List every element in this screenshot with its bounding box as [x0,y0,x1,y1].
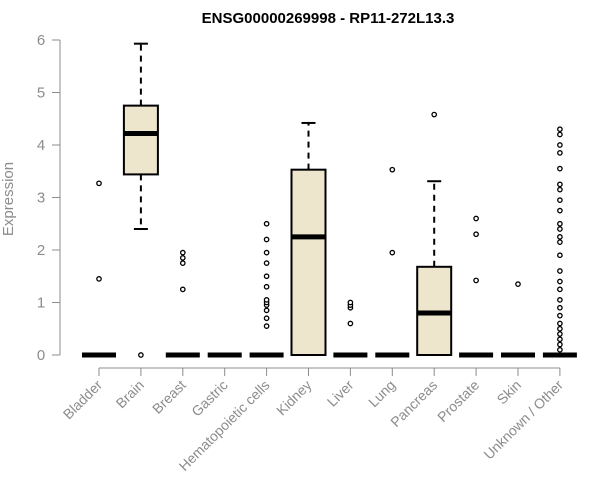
x-tick-label: Kidney [273,377,315,419]
outlier-point [557,252,563,259]
box-group [333,299,368,358]
outlier-point [557,312,563,319]
outlier-point [96,180,102,187]
outlier-point [263,249,270,256]
y-tick-label: 2 [37,242,45,259]
y-tick-label: 6 [37,32,45,49]
x-tick-label: Unknown / Other [480,377,566,463]
box-group [459,215,494,358]
outlier-point [96,276,102,282]
outlier-point [515,281,521,287]
plot-area [82,42,577,358]
box-group [165,249,200,358]
x-tick-label: Prostate [434,377,482,425]
x-tick-label: Lung [365,377,398,410]
outlier-point [389,249,396,256]
x-tick-label: Breast [149,377,189,417]
chart-title: ENSG00000269998 - RP11-272L13.3 [202,10,455,27]
outlier-point [263,315,270,322]
outlier-point [557,346,563,353]
outlier-point [431,111,438,118]
outlier-point [179,249,186,256]
outlier-point [557,234,563,240]
box-group [122,42,159,358]
outlier-point [557,297,563,303]
outlier-point [347,320,354,327]
outlier-point [557,286,563,293]
outlier-point [347,299,354,306]
x-tick-label: Brain [113,377,147,411]
outlier-point [557,220,563,227]
outlier-point [179,260,186,266]
outlier-point [557,325,563,332]
y-tick-label: 1 [37,295,45,312]
outlier-point [263,283,270,290]
outlier-point [557,197,563,203]
outlier-point [263,323,270,329]
y-tick-label: 0 [37,347,45,364]
outlier-point [179,286,186,293]
box-group [501,281,535,358]
outlier-point [557,165,563,172]
outlier-point [557,142,563,148]
outlier-point [557,331,563,337]
outlier-point [557,341,563,348]
outlier-point [473,231,479,238]
box-iqr [122,104,159,176]
outlier-point [557,268,563,274]
x-tick-label: Skin [494,377,525,408]
outlier-point [557,207,563,214]
y-tick-label: 4 [37,137,45,154]
box-iqr [290,168,327,356]
outlier-point [557,186,563,193]
outlier-point [557,320,563,327]
outlier-point [557,126,563,133]
box-group [249,220,284,358]
outlier-point [557,304,563,311]
box-group [375,166,410,358]
outlier-point [263,220,270,227]
outlier-point [557,239,563,245]
outlier-point [473,277,479,284]
outlier-point [557,278,563,285]
outlier-point [263,260,270,266]
y-tick-label: 3 [37,190,45,207]
outlier-point [179,255,186,261]
outlier-point [263,297,270,303]
x-tick-label: Pancreas [387,377,440,430]
box-group [542,126,577,358]
x-tick-label: Bladder [60,377,106,423]
outlier-point [473,215,479,222]
outlier-point [557,181,563,188]
box-group [82,180,116,358]
outlier-point [557,226,563,232]
box-group [290,121,327,356]
box-group [416,111,453,356]
outlier-point [263,236,270,243]
outlier-point [557,131,563,138]
y-axis-label: Expression [0,162,17,236]
outlier-point [263,273,270,280]
outlier-point [138,352,144,358]
outlier-point [263,307,270,314]
x-tick-label: Liver [324,377,357,410]
outlier-point [557,336,563,343]
y-tick-label: 5 [37,85,45,102]
outlier-point [557,150,563,156]
outlier-point [389,166,396,173]
